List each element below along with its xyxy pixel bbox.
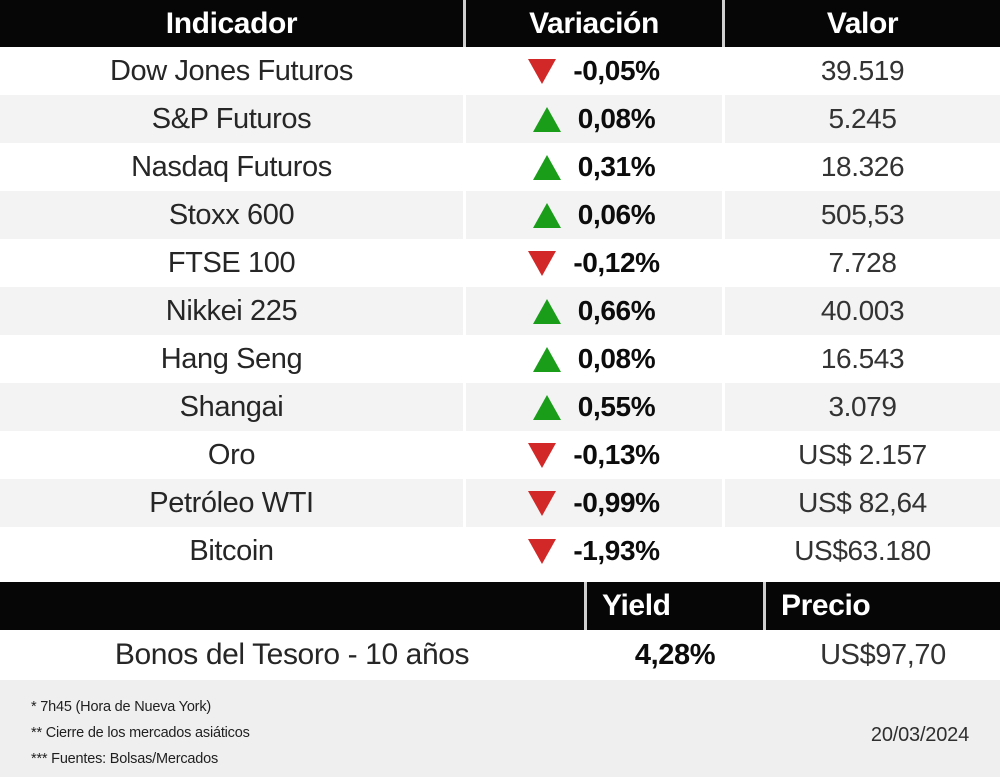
down-triangle-icon bbox=[528, 490, 557, 516]
down-triangle-icon bbox=[528, 58, 557, 84]
indicator-name: FTSE 100 bbox=[0, 239, 463, 287]
table-row: Shangai 0,55% 3.079 bbox=[0, 383, 1000, 431]
indicator-value: US$63.180 bbox=[725, 527, 1000, 575]
indicator-value: 40.003 bbox=[725, 287, 1000, 335]
variation-cell: -1,93% bbox=[466, 527, 722, 575]
variation-cell: -0,99% bbox=[466, 479, 722, 527]
down-triangle-icon bbox=[528, 538, 557, 564]
table-row: FTSE 100 -0,12% 7.728 bbox=[0, 239, 1000, 287]
indicator-value: 39.519 bbox=[725, 47, 1000, 95]
indicator-value: 3.079 bbox=[725, 383, 1000, 431]
report-date: 20/03/2024 bbox=[870, 724, 969, 746]
variation-cell: 0,08% bbox=[466, 95, 722, 143]
header-variacion: Variación bbox=[466, 0, 722, 47]
indicator-name: Shangai bbox=[0, 383, 463, 431]
variation-value: 0,55% bbox=[577, 391, 656, 422]
indicator-name: Nikkei 225 bbox=[0, 287, 463, 335]
header-valor: Valor bbox=[725, 0, 1000, 47]
up-triangle-icon bbox=[532, 202, 561, 228]
footnote-time: * 7h45 (Hora de Nueva York) bbox=[31, 699, 211, 715]
variation-value: 0,08% bbox=[577, 343, 656, 374]
indicator-name: Hang Seng bbox=[0, 335, 463, 383]
bond-indicator-name: Bonos del Tesoro - 10 años bbox=[0, 630, 584, 680]
up-triangle-icon bbox=[532, 298, 561, 324]
variation-cell: 0,55% bbox=[466, 383, 722, 431]
variation-value: -0,12% bbox=[573, 247, 660, 278]
indicator-name: Dow Jones Futuros bbox=[0, 47, 463, 95]
table-row: Petróleo WTI -0,99% US$ 82,64 bbox=[0, 479, 1000, 527]
variation-value: -0,05% bbox=[573, 55, 660, 86]
indicator-value: 16.543 bbox=[725, 335, 1000, 383]
variation-value: 0,06% bbox=[577, 199, 656, 230]
table-row: Nikkei 225 0,66% 40.003 bbox=[0, 287, 1000, 335]
indicator-name: Stoxx 600 bbox=[0, 191, 463, 239]
up-triangle-icon bbox=[532, 154, 561, 180]
variation-value: -0,13% bbox=[573, 439, 660, 470]
header-indicador: Indicador bbox=[0, 0, 463, 47]
main-table-body: Dow Jones Futuros -0,05% 39.519 S&P Futu… bbox=[0, 47, 1000, 575]
bonds-header-empty bbox=[0, 582, 584, 630]
indicator-name: Petróleo WTI bbox=[0, 479, 463, 527]
variation-cell: 0,31% bbox=[466, 143, 722, 191]
table-row: Stoxx 600 0,06% 505,53 bbox=[0, 191, 1000, 239]
table-row: S&P Futuros 0,08% 5.245 bbox=[0, 95, 1000, 143]
variation-cell: -0,13% bbox=[466, 431, 722, 479]
indicator-value: 7.728 bbox=[725, 239, 1000, 287]
indicator-value: 18.326 bbox=[725, 143, 1000, 191]
main-table-header: Indicador Variación Valor bbox=[0, 0, 1000, 47]
table-row: Dow Jones Futuros -0,05% 39.519 bbox=[0, 47, 1000, 95]
bonds-header-yield: Yield bbox=[587, 582, 763, 630]
indicator-value: 5.245 bbox=[725, 95, 1000, 143]
bonds-table-row: Bonos del Tesoro - 10 años 4,28% US$97,7… bbox=[0, 630, 1000, 680]
variation-cell: -0,05% bbox=[466, 47, 722, 95]
indicator-value: US$ 82,64 bbox=[725, 479, 1000, 527]
variation-value: -0,99% bbox=[573, 487, 660, 518]
bonds-table-header: Yield Precio bbox=[0, 582, 1000, 630]
footnote-sources: *** Fuentes: Bolsas/Mercados bbox=[31, 751, 219, 767]
down-triangle-icon bbox=[528, 442, 557, 468]
variation-cell: -0,12% bbox=[466, 239, 722, 287]
table-row: Hang Seng 0,08% 16.543 bbox=[0, 335, 1000, 383]
footer: * 7h45 (Hora de Nueva York) ** Cierre de… bbox=[0, 680, 1000, 777]
variation-value: 0,66% bbox=[577, 295, 656, 326]
indicator-name: Bitcoin bbox=[0, 527, 463, 575]
table-row: Bitcoin -1,93% US$63.180 bbox=[0, 527, 1000, 575]
up-triangle-icon bbox=[532, 394, 561, 420]
variation-cell: 0,08% bbox=[466, 335, 722, 383]
table-row: Nasdaq Futuros 0,31% 18.326 bbox=[0, 143, 1000, 191]
up-triangle-icon bbox=[532, 106, 561, 132]
footnote-asian-markets: ** Cierre de los mercados asiáticos bbox=[31, 725, 250, 741]
indicator-value: 505,53 bbox=[725, 191, 1000, 239]
bond-price-value: US$97,70 bbox=[766, 630, 1000, 680]
indicator-name: Nasdaq Futuros bbox=[0, 143, 463, 191]
variation-value: 0,08% bbox=[577, 103, 656, 134]
down-triangle-icon bbox=[528, 250, 557, 276]
indicator-name: Oro bbox=[0, 431, 463, 479]
up-triangle-icon bbox=[532, 346, 561, 372]
variation-cell: 0,06% bbox=[466, 191, 722, 239]
table-row: Oro -0,13% US$ 2.157 bbox=[0, 431, 1000, 479]
variation-cell: 0,66% bbox=[466, 287, 722, 335]
variation-value: -1,93% bbox=[573, 535, 660, 566]
indicator-name: S&P Futuros bbox=[0, 95, 463, 143]
bonds-header-precio: Precio bbox=[766, 582, 1000, 630]
bond-yield-value: 4,28% bbox=[587, 630, 763, 680]
variation-value: 0,31% bbox=[577, 151, 656, 182]
indicator-value: US$ 2.157 bbox=[725, 431, 1000, 479]
table-separator bbox=[0, 575, 1000, 582]
